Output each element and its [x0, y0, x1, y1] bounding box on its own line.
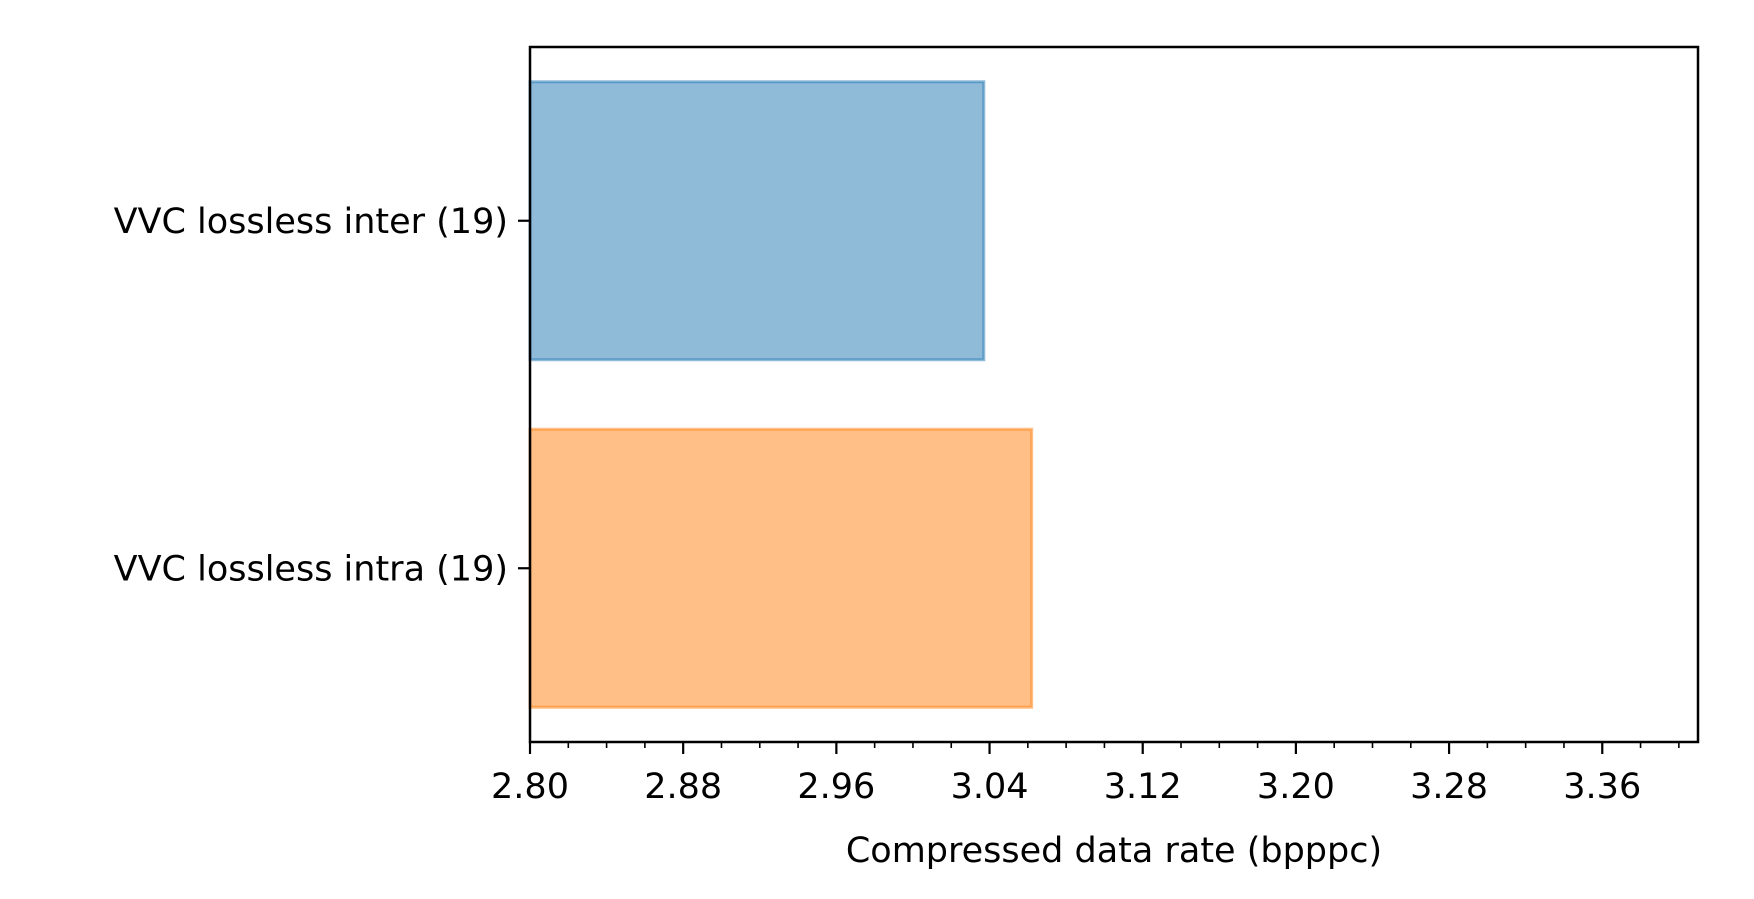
x-axis-label: Compressed data rate (bpppc): [846, 831, 1382, 871]
x-tick-label: 2.96: [797, 767, 875, 807]
x-tick-label: 3.28: [1410, 767, 1488, 807]
y-tick-label: VVC lossless intra (19): [114, 549, 508, 589]
x-tick-label: 3.36: [1563, 767, 1641, 807]
x-tick-label: 2.88: [644, 767, 722, 807]
x-tick-label: 2.80: [491, 767, 569, 807]
x-axis: 2.80 2.88 2.96 3.04 3.12 3.20 3.28 3.36: [491, 742, 1680, 807]
bar-2: [528, 427, 1034, 709]
y-axis: VVC lossless inter (19) VVC lossless intr…: [114, 202, 530, 589]
y-tick-label: VVC lossless inter (19): [114, 202, 508, 242]
bar-1: [528, 80, 986, 362]
plot-frame: [528, 45, 1700, 744]
x-tick-label: 3.12: [1104, 767, 1182, 807]
x-tick-label: 3.04: [951, 767, 1029, 807]
bars-group: [528, 80, 1034, 709]
x-tick-label: 3.20: [1257, 767, 1335, 807]
